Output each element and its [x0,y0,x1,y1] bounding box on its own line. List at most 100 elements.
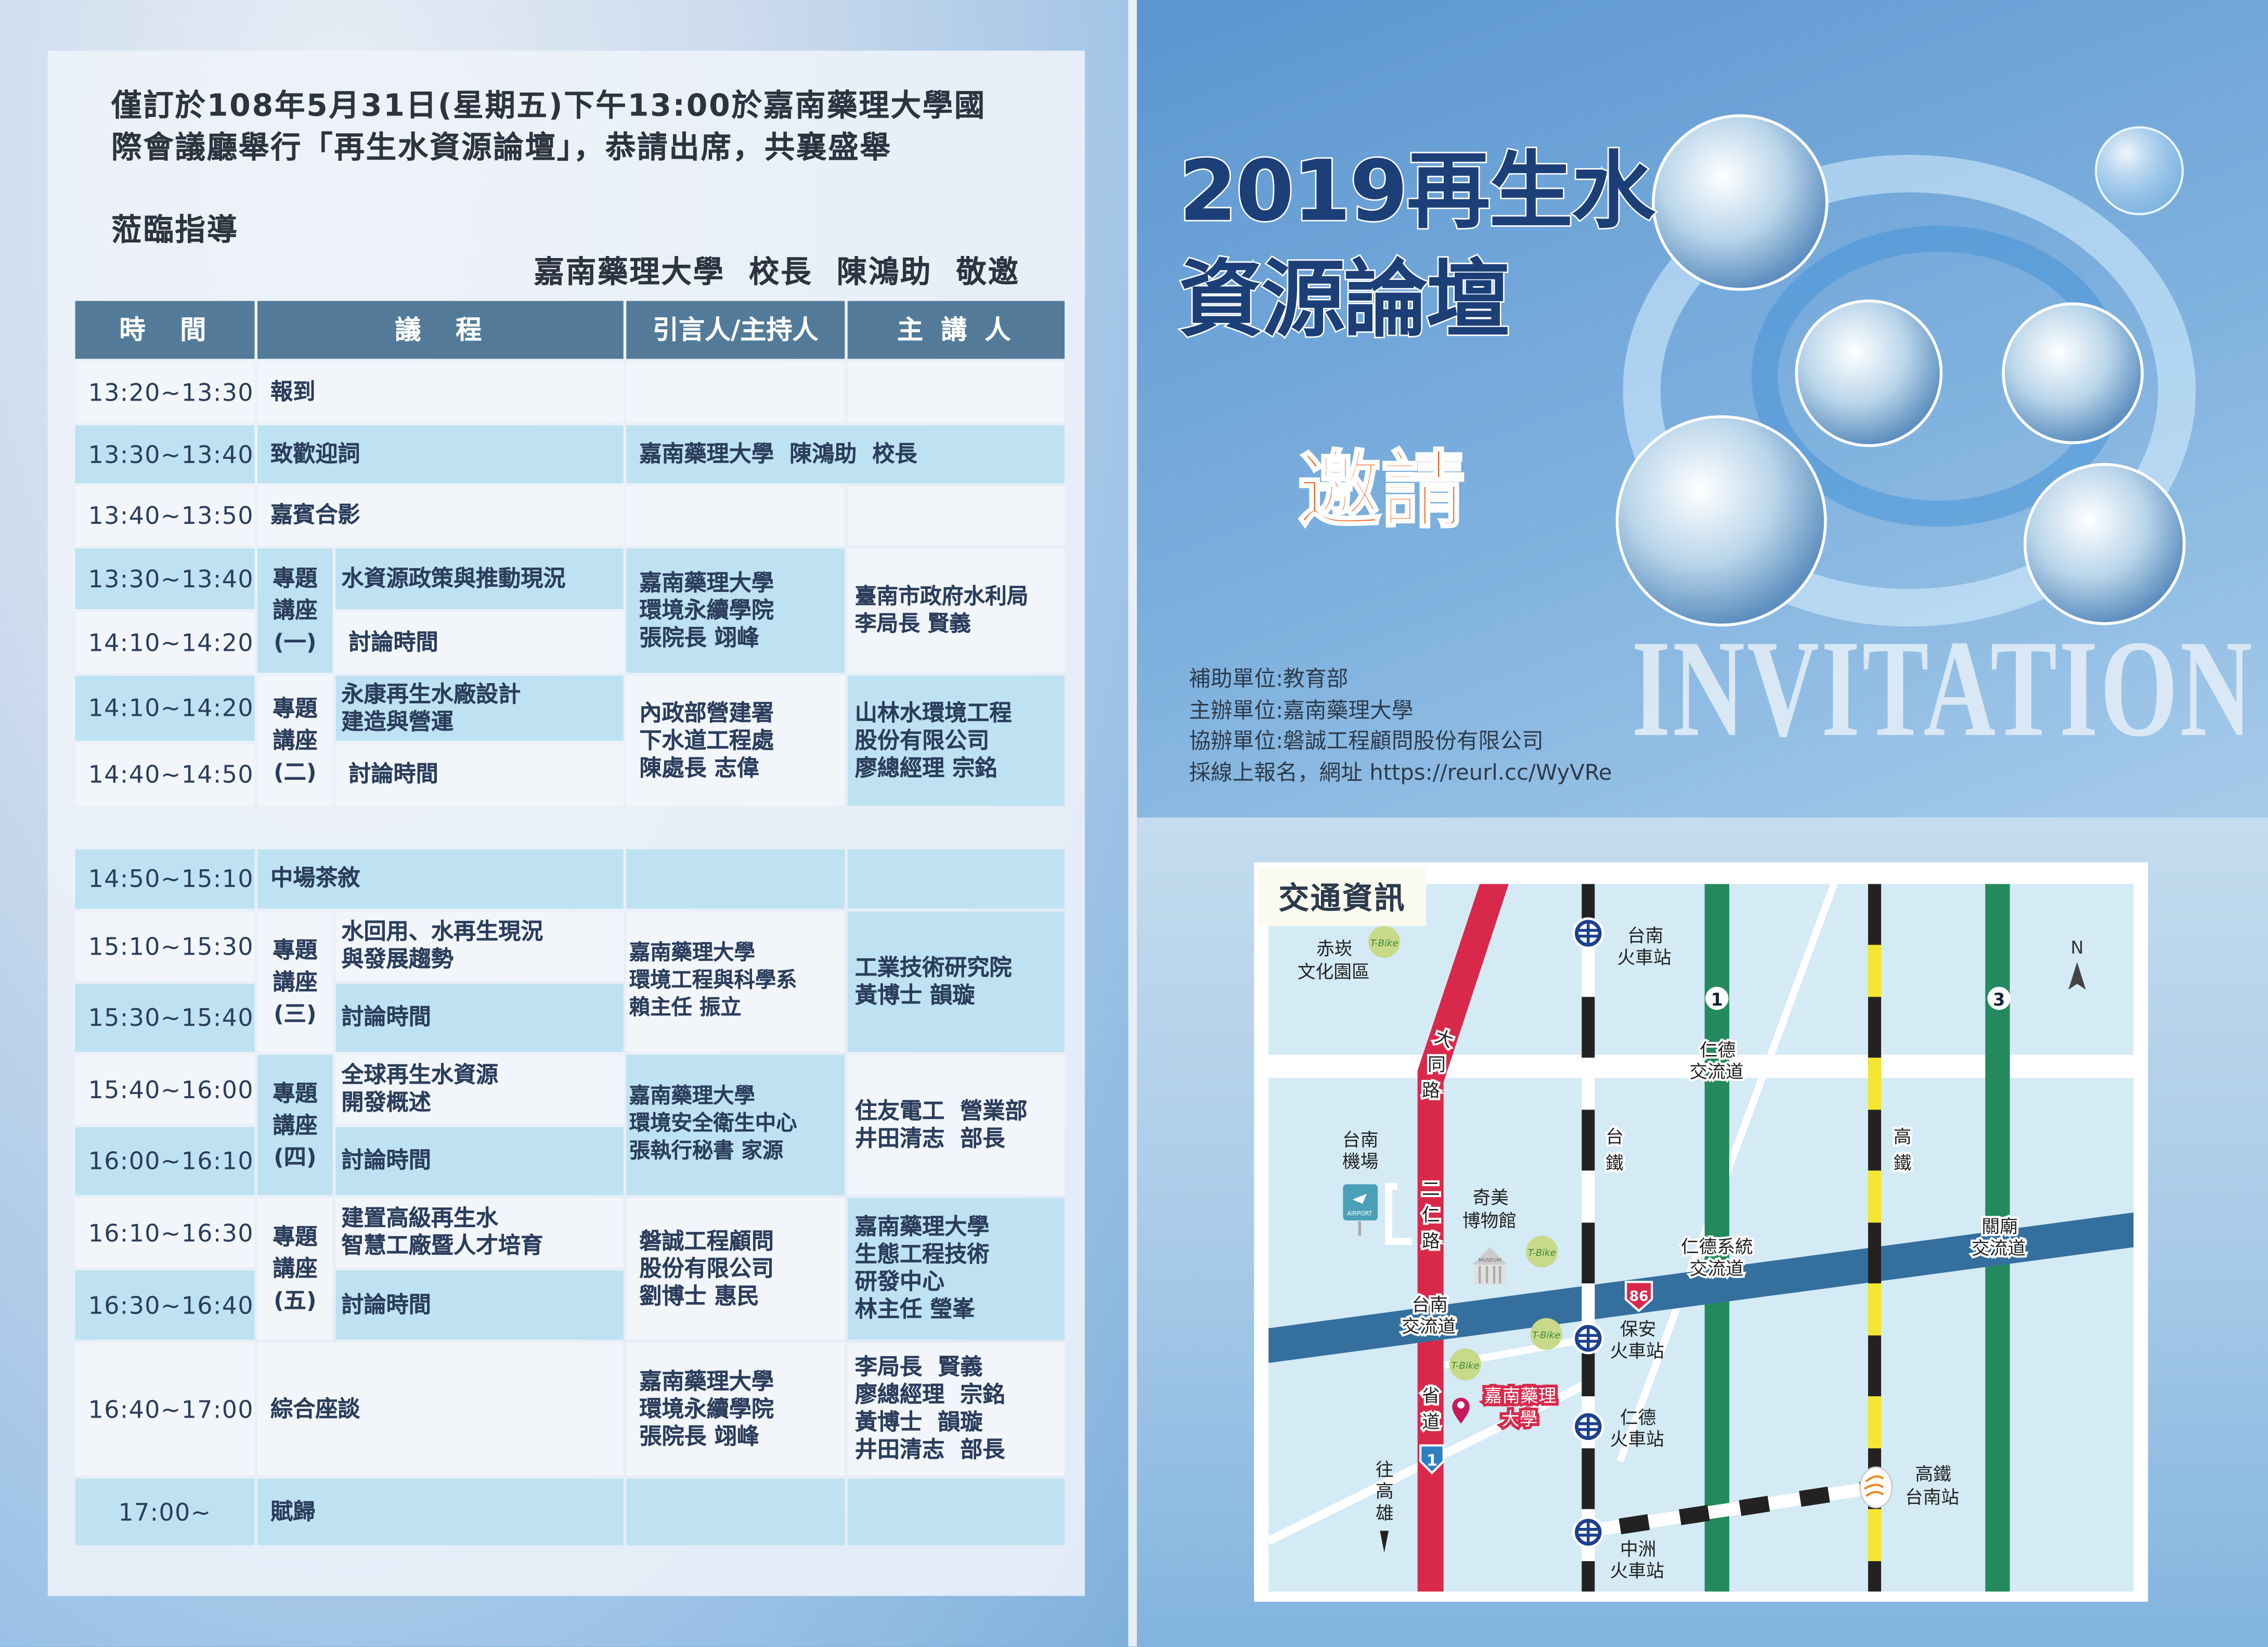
label-baoan-2: 火車站 [1610,1341,1664,1362]
end-time: 17:00~ [75,1478,255,1546]
label-erren: 二 [1422,1179,1440,1200]
north-arrow-icon [2068,962,2086,990]
checkin-time: 13:20~13:30 [75,362,255,423]
label-tainan-station: 台南 [1627,926,1663,947]
svg-text:86: 86 [1629,1288,1649,1304]
label-erren-2: 仁 [1422,1205,1440,1226]
label-chikan-2: 文化園區 [1298,962,1370,983]
station-icons [1572,917,1893,1548]
label-tainan-ic-2: 交流道 [1402,1317,1456,1337]
label-baoan: 保安 [1620,1319,1656,1340]
label-rende-ic-2: 交流道 [1690,1062,1744,1083]
session-2-label: 專題 講座 (二) [257,675,333,806]
label-rende-jct: 仁德系統 [1681,1237,1753,1258]
label-hsr-station: 高鐵 [1915,1464,1951,1485]
tbike-icon: T-Bike [1530,1318,1562,1350]
svg-text:MUSEUM: MUSEUM [1479,1257,1501,1263]
map-title: 交通資訊 [1258,868,1427,927]
panel-item: 綜合座談 [257,1343,624,1476]
session-4-label: 專題 講座 (四) [257,1054,333,1195]
session-1-moderator: 嘉南藥理大學 環境永續學院 張院長 翊峰 [626,548,845,673]
checkin-item: 報到 [257,362,624,423]
bubble-campus-photo [1795,299,1943,447]
session-3-moderator: 嘉南藥理大學 環境工程與科學系 賴主任 振立 [626,911,845,1052]
label-guanmiao-ic-2: 交流道 [1972,1238,2026,1259]
panel-moderator: 嘉南藥理大學 環境永續學院 張院長 翊峰 [626,1343,845,1476]
panel-time: 16:40~17:00 [75,1343,255,1476]
rende-station-icon[interactable] [1572,1410,1604,1443]
session-3-label: 專題 講座 (三) [257,911,333,1052]
empty-cell [847,849,1065,909]
bubble-pipes-photo [1615,415,1827,627]
session-4-speaker: 住友電工 營業部 井田清志 部長 [847,1054,1065,1195]
welcome-item: 致歡迎詞 [257,425,624,483]
session-5-topic: 建置高級再生水 智慧工廠暨人才培育 [335,1198,624,1268]
label-tra-2: 鐵 [1605,1153,1624,1174]
session-2-topic: 永康再生水廠設計 建造與營運 [335,675,624,741]
session-2-moderator: 內政部營建署 下水道工程處 陳處長 志偉 [626,675,845,806]
baoan-station-icon[interactable] [1572,1322,1604,1355]
session-2-speaker: 山林水環境工程 股份有限公司 廖總經理 宗銘 [847,675,1065,806]
label-guanmiao-ic: 關廟 [1981,1217,2018,1238]
session-3-discussion: 討論時間 [335,984,624,1052]
end-item: 賦歸 [257,1478,624,1546]
session-5-time-b: 16:30~16:40 [75,1270,255,1340]
session-5-speaker: 嘉南藥理大學 生態工程技術 研發中心 林主任 瑩峯 [847,1198,1065,1340]
header-speaker: 主 講 人 [847,301,1065,359]
photo-time: 13:40~13:50 [75,486,255,546]
empty-cell [847,1478,1065,1546]
svg-text:1: 1 [1711,989,1723,1010]
session-1-time-b: 14:10~14:20 [75,612,255,673]
session-3-time-a: 15:10~15:30 [75,911,255,981]
label-school-2: 大學 [1501,1409,1537,1430]
water-ring [1623,155,2196,627]
label-rende-2: 火車站 [1610,1430,1664,1450]
traffic-map: 1 3 86 1 N AIRPORT MUSEUM T-Bike T-Bike … [1266,882,2134,1592]
bubble-plant-photo [2024,463,2186,625]
hsr-station-icon[interactable] [1859,1466,1893,1509]
label-to-kaohsiung-3: 雄 [1376,1503,1394,1524]
shields: 1 3 86 1 [1419,986,2011,1475]
empty-cell [847,362,1065,423]
freeway-1-shield: 1 [1705,986,1729,1010]
empty-cell [626,362,845,423]
zhongzhou-station-icon[interactable] [1572,1516,1604,1548]
label-rende: 仁德 [1620,1408,1656,1429]
session-4-time-a: 15:40~16:00 [75,1054,255,1125]
svg-text:T-Bike: T-Bike [1451,1360,1479,1371]
cover-title-line-1: 2019再生水 [1177,140,1657,242]
session-2-time-b: 14:40~14:50 [75,743,255,806]
highway-86 [1268,1212,2134,1363]
label-erren-3: 路 [1422,1231,1440,1252]
invitation-watermark: INVITATION [1631,610,2254,766]
airport-road [1385,1182,1412,1245]
schedule-table: 時 間 議 程 引言人/主持人 主 講 人 13:20~13:30 報到 13:… [75,301,1065,1546]
registration-link[interactable]: 採線上報名，網址 https://reurl.cc/WyVRe [1189,760,1612,786]
map-labels: 台南 火車站 赤崁 文化園區 台南 機場 奇美 博物館 台南 交流道 嘉南藥理 … [1298,926,2028,1582]
session-4-time-b: 16:00~16:10 [75,1127,255,1195]
tbike-icon: T-Bike [1526,1236,1558,1268]
label-airport: 台南 [1342,1130,1379,1151]
tainan-station-icon[interactable] [1572,917,1604,949]
svg-text:T-Bike: T-Bike [1370,938,1398,949]
session-1-label: 專題 講座 (一) [257,548,333,673]
label-rende-ic: 仁德 [1700,1040,1736,1061]
highway-1-shield: 1 [1419,1444,1445,1475]
invite-heading: 邀請 [1297,440,1467,541]
session-4-moderator: 嘉南藥理大學 環境安全衛生中心 張執行秘書 家源 [626,1054,845,1195]
label-hsr: 高 [1894,1127,1912,1148]
label-airport-2: 機場 [1342,1152,1379,1173]
empty-cell [626,849,845,909]
label-hsr-station-2: 台南站 [1905,1487,1959,1508]
svg-text:1: 1 [1427,1451,1437,1470]
break-item: 中場茶敘 [257,849,624,909]
session-1-topic: 水資源政策與推動現況 [335,548,624,609]
label-chimei-2: 博物館 [1462,1211,1517,1232]
header-agenda: 議 程 [257,301,624,359]
label-rende-jct-2: 交流道 [1690,1258,1744,1279]
svg-text:N: N [2070,937,2083,958]
svg-text:T-Bike: T-Bike [1532,1330,1560,1341]
airport-icon: AIRPORT [1341,1182,1379,1236]
label-to-kaohsiung: 往 [1376,1460,1394,1481]
co-organizer-line: 協辦單位:磐誠工程顧問股份有限公司 [1189,727,1544,754]
